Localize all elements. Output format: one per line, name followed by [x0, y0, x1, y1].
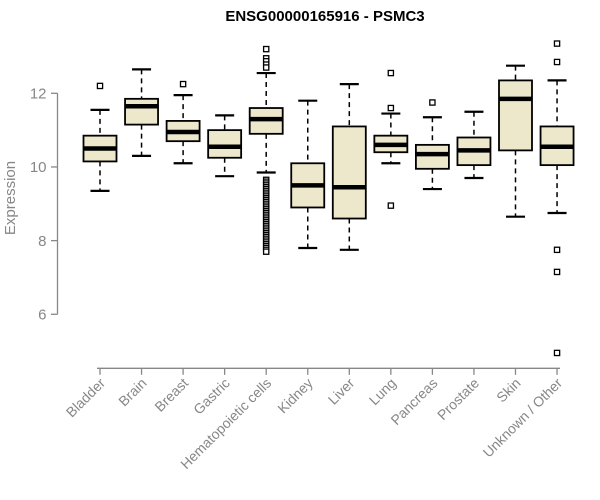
box-gastric — [207, 129, 243, 159]
outlier-unknown-other-3 — [553, 268, 561, 276]
y-tick-label-8: 8 — [38, 233, 46, 250]
outlier-hematopoietic-cells-44 — [262, 248, 270, 255]
x-category-label-liver: Liver — [325, 375, 358, 408]
x-category-label-skin: Skin — [493, 375, 524, 406]
outlier-hematopoietic-cells-4 — [262, 64, 270, 71]
x-category-label-prostate: Prostate — [434, 375, 482, 423]
box-pancreas — [414, 143, 450, 170]
x-category-label-unknown-other: Unknown / Other — [480, 375, 566, 461]
outlier-lung-0 — [387, 69, 395, 77]
chart-title: ENSG00000165916 - PSMC3 — [225, 8, 424, 25]
y-tick-label-12: 12 — [30, 86, 47, 103]
x-category-label-bladder: Bladder — [63, 375, 109, 421]
outlier-lung-2 — [387, 202, 395, 209]
box-brain — [124, 97, 159, 126]
outlier-unknown-other-0 — [553, 40, 561, 47]
x-category-label-brain: Brain — [115, 375, 149, 409]
y-axis-title: Expression — [2, 161, 19, 235]
x-category-label-breast: Breast — [151, 375, 191, 415]
x-category-label-kidney: Kidney — [274, 375, 316, 417]
outlier-unknown-other-1 — [553, 58, 561, 66]
outlier-hematopoietic-cells-0 — [262, 45, 270, 53]
outlier-unknown-other-4 — [553, 349, 561, 357]
outlier-unknown-other-2 — [553, 246, 561, 254]
y-tick-label-10: 10 — [30, 159, 47, 176]
x-category-label-lung: Lung — [366, 375, 399, 408]
outlier-lung-1 — [387, 104, 395, 112]
box-skin — [498, 79, 533, 152]
outlier-breast-0 — [179, 80, 187, 88]
box-liver — [331, 125, 367, 220]
y-tick-label-6: 6 — [38, 306, 46, 323]
outlier-bladder-0 — [96, 82, 104, 90]
outlier-pancreas-0 — [429, 99, 436, 106]
